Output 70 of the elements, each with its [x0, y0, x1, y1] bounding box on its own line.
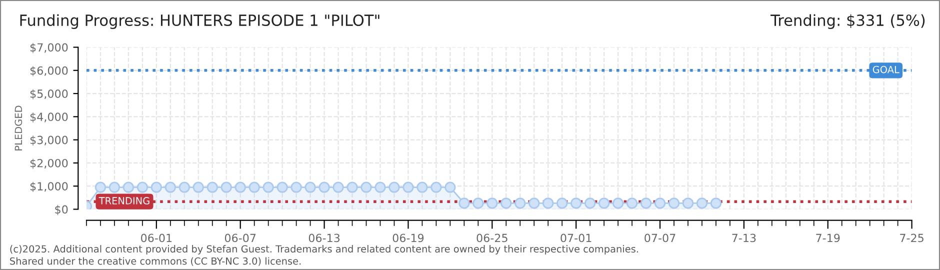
point: [654, 198, 666, 209]
point: [220, 182, 232, 193]
point: [346, 182, 358, 193]
text: Shared under the creative commons (CC BY-NC 3.0) license.: [10, 257, 301, 266]
point: [248, 182, 260, 193]
point: [150, 182, 162, 193]
x-tick-label: 06-07: [224, 234, 256, 242]
point: [430, 182, 442, 193]
point: [332, 182, 344, 193]
point: [514, 198, 526, 209]
point: [444, 182, 456, 193]
ref-line-label: TRENDING: [98, 197, 150, 204]
y-tick-label: $3,000: [30, 136, 68, 146]
point: [556, 198, 568, 209]
point: [458, 198, 470, 209]
ref-line-label: GOAL: [872, 66, 900, 74]
x-tick-label: 7-19: [816, 234, 840, 242]
chart-title: Funding Progress: HUNTERS EPISODE 1 "PILOT": [20, 14, 380, 29]
point: [528, 198, 540, 209]
point: [570, 198, 582, 209]
point: [178, 182, 190, 193]
point: [94, 182, 106, 193]
point: [360, 182, 372, 193]
text: Trending: $331 (5%): [770, 14, 925, 29]
text: (c)2025. Additional content provided by Stefan Guest. Trademarks and related content are owned by their respective companies.: [10, 245, 638, 254]
y-tick-label: $5,000: [30, 89, 68, 100]
y-tick-label: $1,000: [30, 182, 68, 192]
y-axis-title: PLEDGED: [14, 106, 22, 150]
point: [598, 198, 610, 209]
point: [192, 182, 204, 193]
point: [262, 182, 274, 193]
point: [542, 198, 554, 209]
point: [136, 182, 148, 193]
point: [304, 182, 316, 193]
point: [276, 182, 288, 193]
point: [402, 182, 414, 193]
point: [122, 182, 134, 193]
y-tick-label: $6,000: [30, 66, 68, 76]
point: [626, 198, 638, 209]
point: [640, 198, 652, 209]
point: [388, 182, 400, 193]
point: [318, 182, 330, 193]
point: [668, 198, 680, 209]
point: [290, 182, 302, 193]
x-tick-label: 7-25: [900, 234, 924, 242]
y-tick-label: $4,000: [30, 112, 68, 123]
y-tick-label: $2,000: [30, 158, 68, 169]
x-tick-label: 06-01: [141, 234, 172, 242]
point: [416, 182, 428, 193]
y-tick-label: $0: [55, 205, 68, 216]
point: [500, 198, 512, 209]
point: [584, 198, 596, 209]
point: [164, 182, 176, 193]
point: [108, 182, 120, 193]
y-tick-label: $7,000: [30, 43, 68, 54]
point: [486, 198, 498, 209]
point: [682, 198, 694, 209]
x-tick-label: 06-19: [392, 234, 424, 242]
point: [472, 198, 484, 209]
x-tick-label: 7-13: [732, 234, 756, 242]
point: [206, 182, 218, 193]
point: [696, 198, 708, 209]
point: [234, 182, 246, 193]
x-tick-label: 06-13: [308, 234, 340, 242]
point: [374, 182, 386, 193]
x-tick-label: 06-25: [476, 234, 508, 242]
x-tick-label: 07-01: [560, 234, 592, 242]
point: [710, 198, 722, 209]
point: [612, 198, 624, 209]
x-tick-label: 07-07: [644, 234, 676, 242]
